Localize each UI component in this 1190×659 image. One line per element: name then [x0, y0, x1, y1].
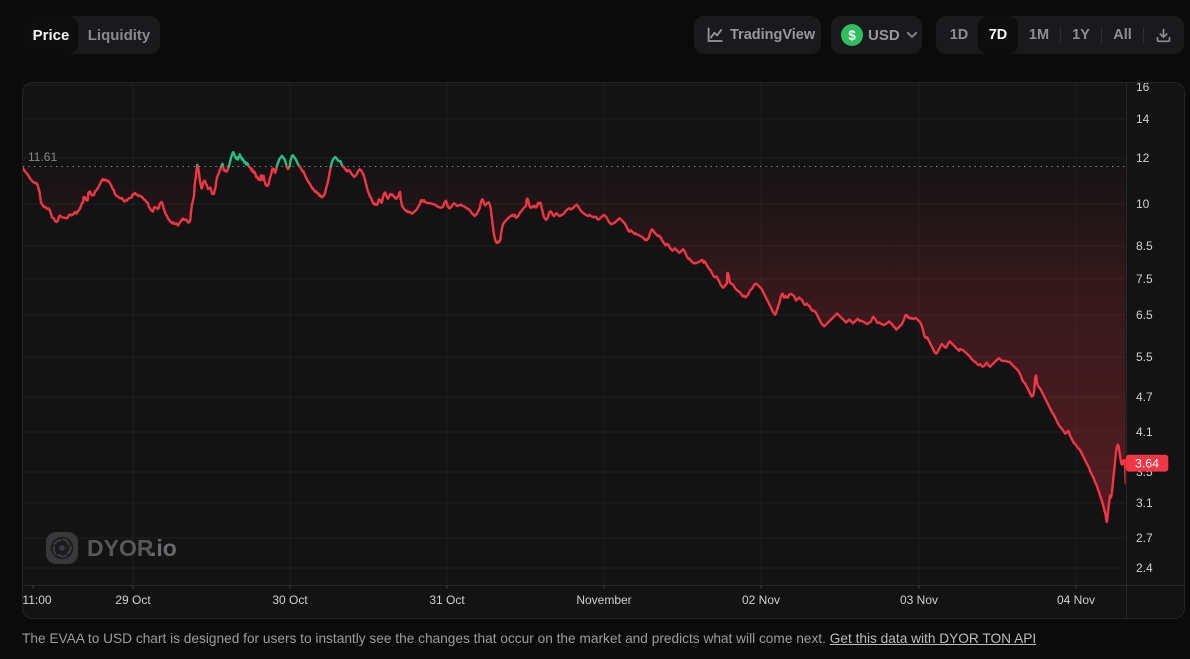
svg-text:2.7: 2.7 [1136, 531, 1153, 545]
svg-text:3.64: 3.64 [1135, 456, 1159, 470]
svg-text:DYOR: DYOR [87, 535, 154, 561]
svg-text:10: 10 [1136, 197, 1150, 211]
svg-text:7.5: 7.5 [1136, 272, 1153, 286]
svg-text:03 Nov: 03 Nov [900, 593, 938, 607]
svg-text:6.5: 6.5 [1136, 308, 1153, 322]
svg-text:31 Oct: 31 Oct [429, 593, 465, 607]
svg-text:.io: .io [150, 535, 177, 561]
svg-text:04 Nov: 04 Nov [1057, 593, 1095, 607]
svg-text:4.1: 4.1 [1136, 425, 1153, 439]
svg-text:16: 16 [1136, 80, 1150, 94]
svg-text:11:00: 11:00 [22, 593, 51, 607]
svg-text:3.1: 3.1 [1136, 496, 1153, 510]
svg-text:30 Oct: 30 Oct [272, 593, 308, 607]
svg-text:2.4: 2.4 [1136, 561, 1153, 575]
svg-text:02 Nov: 02 Nov [742, 593, 780, 607]
svg-text:12: 12 [1136, 151, 1150, 165]
svg-text:29 Oct: 29 Oct [115, 593, 151, 607]
svg-text:11.61: 11.61 [28, 150, 57, 164]
svg-text:4.7: 4.7 [1136, 390, 1153, 404]
svg-text:8.5: 8.5 [1136, 239, 1153, 253]
svg-text:5.5: 5.5 [1136, 350, 1153, 364]
svg-text:November: November [576, 593, 631, 607]
svg-text:14: 14 [1136, 112, 1150, 126]
